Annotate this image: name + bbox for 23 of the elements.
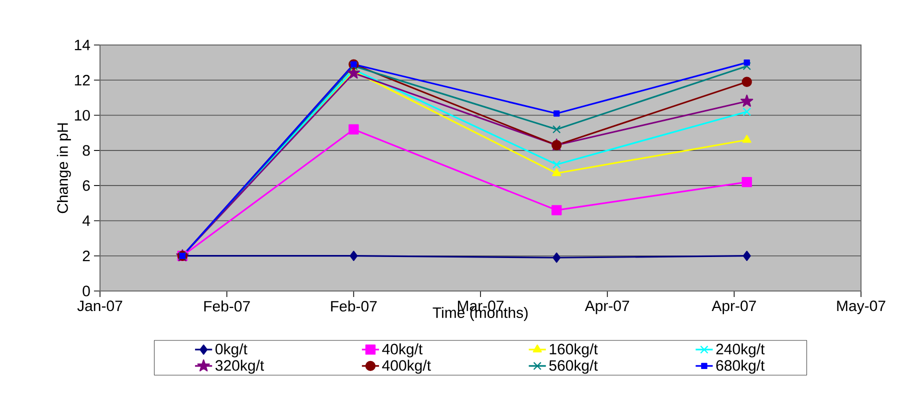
y-tick-label: 10	[74, 110, 90, 121]
legend-label: 40kg/t	[382, 343, 423, 358]
x-tick-label: Feb-07	[204, 300, 250, 312]
y-tick-label: 8	[82, 145, 90, 156]
legend-label: 240kg/t	[716, 343, 765, 358]
y-axis-title: Change in pH	[56, 123, 71, 214]
x-tick-label: Apr-07	[712, 300, 756, 314]
legend-label: 320kg/t	[215, 360, 264, 374]
y-tick-label: 6	[82, 180, 90, 191]
y-tick-label: 2	[82, 250, 90, 262]
legend-label: 160kg/t	[550, 343, 598, 358]
legend-label: 680kg/t	[716, 360, 765, 374]
x-tick-label: Jan-07	[77, 300, 122, 312]
x-tick-label: May-07	[837, 300, 886, 314]
y-tick-label: 14	[74, 40, 90, 50]
legend-label: 560kg/t	[549, 360, 598, 374]
x-tick-label: Feb-07	[331, 300, 377, 312]
y-tick-label: 0	[82, 286, 90, 296]
x-tick-label: Apr-07	[584, 300, 630, 314]
y-tick-label: 12	[74, 74, 90, 86]
legend-label: 0kg/t	[216, 343, 248, 358]
y-tick-label: 4	[82, 216, 90, 226]
legend-label: 400kg/t	[382, 360, 431, 374]
